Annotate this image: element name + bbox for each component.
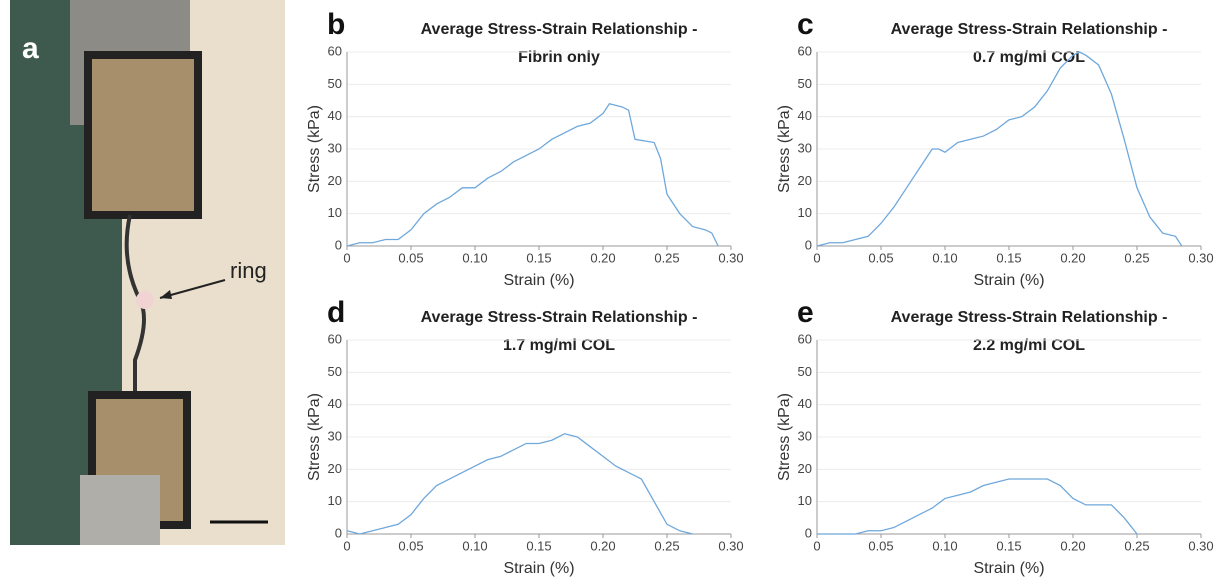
x-axis-label: Strain (%) bbox=[973, 272, 1044, 289]
y-tick-label: 0 bbox=[335, 237, 342, 252]
x-tick-label: 0.25 bbox=[654, 538, 679, 553]
x-tick-label: 0.20 bbox=[1060, 250, 1085, 265]
y-axis-label: Stress (kPa) bbox=[306, 393, 323, 481]
panel-label: d bbox=[327, 296, 345, 329]
y-axis-label: Stress (kPa) bbox=[776, 105, 793, 193]
panel-label: c bbox=[797, 8, 814, 41]
x-tick-label: 0.20 bbox=[590, 250, 615, 265]
y-axis-label: Stress (kPa) bbox=[776, 393, 793, 481]
x-tick-label: 0.30 bbox=[1188, 250, 1213, 265]
x-axis-label: Strain (%) bbox=[973, 560, 1044, 577]
panel-label: b bbox=[327, 8, 345, 41]
y-tick-label: 30 bbox=[328, 428, 342, 443]
x-tick-label: 0.10 bbox=[462, 538, 487, 553]
y-tick-label: 50 bbox=[328, 76, 342, 91]
y-tick-label: 30 bbox=[798, 428, 812, 443]
y-tick-label: 30 bbox=[328, 140, 342, 155]
y-tick-label: 0 bbox=[805, 237, 812, 252]
line bbox=[817, 479, 1137, 534]
y-tick-label: 0 bbox=[805, 525, 812, 540]
x-tick-label: 0.10 bbox=[932, 538, 957, 553]
y-tick-label: 20 bbox=[798, 461, 812, 476]
y-tick-label: 10 bbox=[798, 493, 812, 508]
x-tick-label: 0.10 bbox=[462, 250, 487, 265]
x-tick-label: 0 bbox=[343, 250, 350, 265]
x-tick-label: 0.25 bbox=[1124, 250, 1149, 265]
x-axis-label: Strain (%) bbox=[503, 560, 574, 577]
panel-label: e bbox=[797, 296, 814, 329]
y-tick-label: 50 bbox=[798, 76, 812, 91]
x-tick-label: 0.15 bbox=[526, 538, 551, 553]
x-tick-label: 0.05 bbox=[398, 250, 423, 265]
y-tick-label: 60 bbox=[328, 331, 342, 346]
x-tick-label: 0.05 bbox=[868, 250, 893, 265]
y-tick-label: 30 bbox=[798, 140, 812, 155]
panel-label: a bbox=[22, 32, 39, 65]
x-tick-label: 0.15 bbox=[526, 250, 551, 265]
y-tick-label: 40 bbox=[798, 396, 812, 411]
x-tick-label: 0.25 bbox=[1124, 538, 1149, 553]
x-tick-label: 0.20 bbox=[1060, 538, 1085, 553]
y-tick-label: 10 bbox=[328, 205, 342, 220]
grip-top bbox=[88, 55, 198, 215]
chart-title: Average Stress-Strain Relationship - bbox=[891, 21, 1168, 38]
y-tick-label: 60 bbox=[328, 43, 342, 58]
y-tick-label: 20 bbox=[328, 173, 342, 188]
y-tick-label: 20 bbox=[798, 173, 812, 188]
y-tick-label: 40 bbox=[798, 108, 812, 123]
y-tick-label: 40 bbox=[328, 108, 342, 123]
ring-sample bbox=[136, 291, 154, 309]
x-tick-label: 0.20 bbox=[590, 538, 615, 553]
x-tick-label: 0.15 bbox=[996, 538, 1021, 553]
y-tick-label: 0 bbox=[335, 525, 342, 540]
chart-title: Average Stress-Strain Relationship - bbox=[421, 309, 698, 326]
y-tick-label: 50 bbox=[798, 364, 812, 379]
figure: a ring b Average Stress-Strain Relationsh… bbox=[0, 0, 1221, 577]
x-tick-label: 0 bbox=[813, 250, 820, 265]
y-tick-label: 20 bbox=[328, 461, 342, 476]
x-axis-label: Strain (%) bbox=[503, 272, 574, 289]
y-tick-label: 40 bbox=[328, 396, 342, 411]
annotation: ring bbox=[230, 258, 267, 283]
x-tick-label: 0 bbox=[343, 538, 350, 553]
chart-title: Average Stress-Strain Relationship - bbox=[421, 21, 698, 38]
x-tick-label: 0.05 bbox=[868, 538, 893, 553]
x-tick-label: 0.10 bbox=[932, 250, 957, 265]
y-tick-label: 10 bbox=[328, 493, 342, 508]
y-tick-label: 60 bbox=[798, 43, 812, 58]
chart-title: Average Stress-Strain Relationship - bbox=[891, 309, 1168, 326]
x-tick-label: 0 bbox=[813, 538, 820, 553]
x-tick-label: 0.30 bbox=[1188, 538, 1213, 553]
line bbox=[347, 104, 718, 246]
photo: a ring bbox=[10, 0, 285, 545]
x-tick-label: 0.30 bbox=[718, 250, 743, 265]
x-tick-label: 0.05 bbox=[398, 538, 423, 553]
y-tick-label: 10 bbox=[798, 205, 812, 220]
y-tick-label: 60 bbox=[798, 331, 812, 346]
x-tick-label: 0.15 bbox=[996, 250, 1021, 265]
x-tick-label: 0.25 bbox=[654, 250, 679, 265]
y-tick-label: 50 bbox=[328, 364, 342, 379]
clamp-bottom bbox=[80, 475, 160, 545]
line bbox=[347, 434, 693, 534]
y-axis-label: Stress (kPa) bbox=[306, 105, 323, 193]
x-tick-label: 0.30 bbox=[718, 538, 743, 553]
